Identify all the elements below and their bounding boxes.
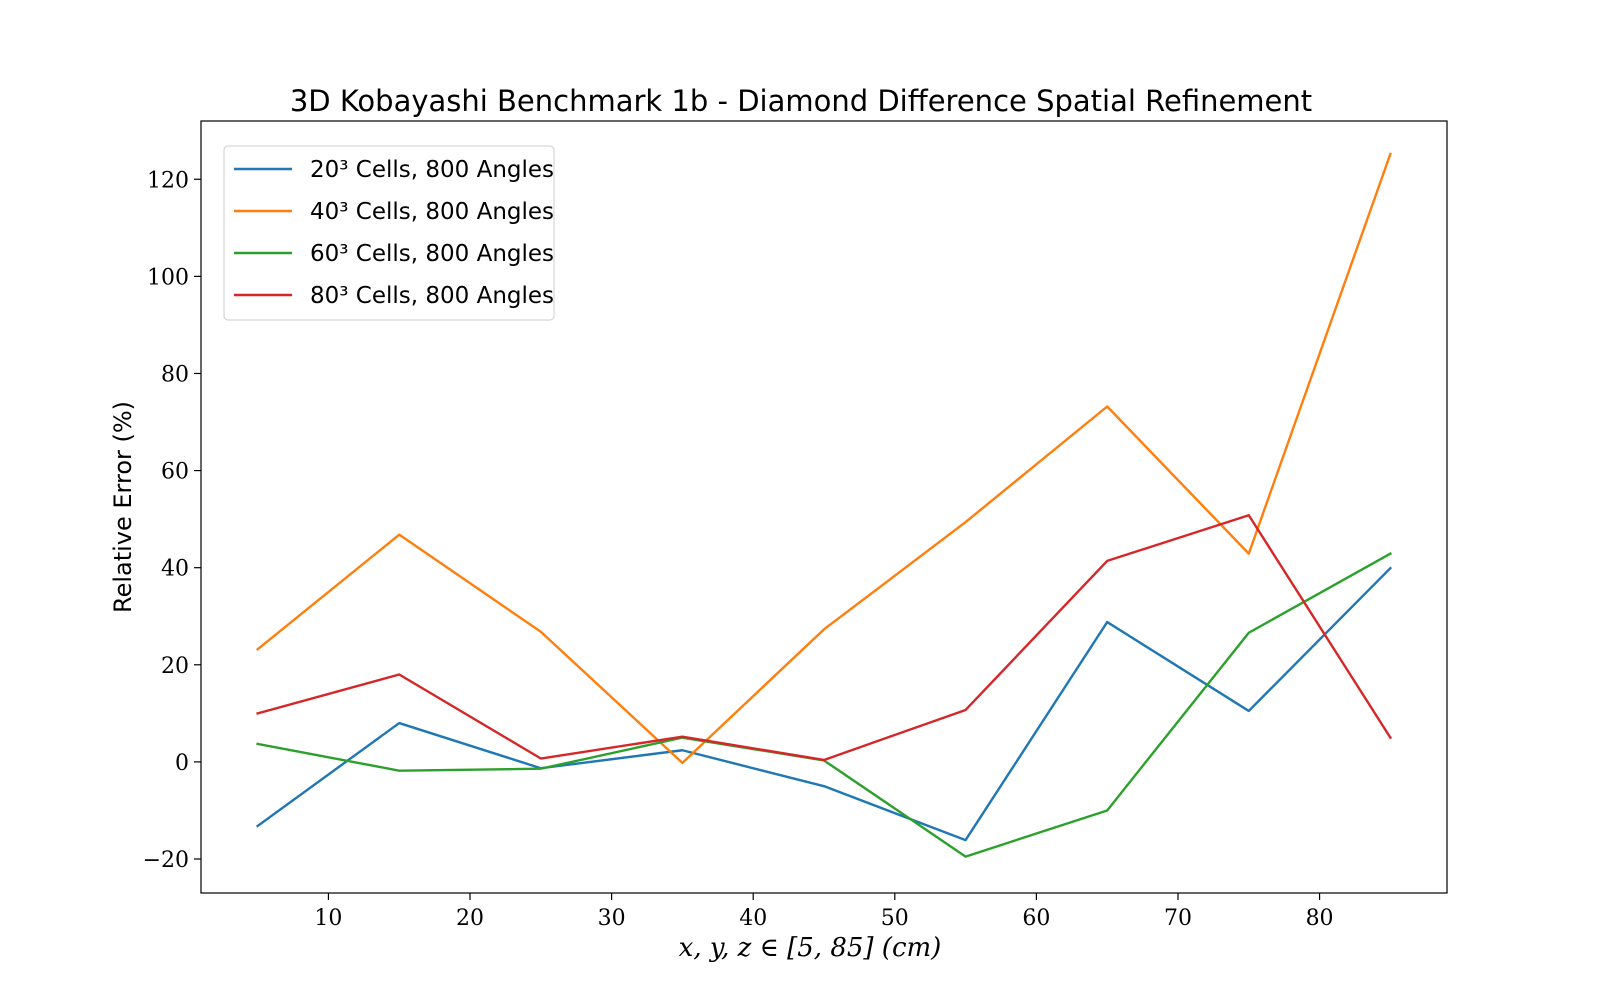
x-tick-label: 60 — [1022, 906, 1050, 931]
x-tick-label: 50 — [881, 906, 909, 931]
y-tick-label: 120 — [147, 168, 189, 193]
x-tick-label: 30 — [598, 906, 626, 931]
y-tick-label: 100 — [147, 265, 189, 290]
legend-entry-3: 60³ Cells, 800 Angles — [310, 241, 554, 267]
plot-frame — [200, 120, 1448, 894]
y-axis: −20 0 20 40 60 80 100 120 — [143, 168, 201, 873]
y-tick-label: 20 — [161, 654, 189, 679]
y-tick-label: 0 — [175, 751, 189, 776]
x-tick-label: 70 — [1164, 906, 1192, 931]
legend-entry-4: 80³ Cells, 800 Angles — [310, 283, 554, 309]
legend-entry-1: 20³ Cells, 800 Angles — [310, 157, 554, 183]
series-line-4 — [256, 514, 1393, 762]
y-axis-label: Relative Error (%) — [109, 401, 137, 613]
legend-frame — [223, 145, 555, 321]
x-tick-label: 80 — [1306, 906, 1334, 931]
x-tick-label: 20 — [456, 906, 484, 931]
y-tick-label: −20 — [143, 848, 189, 873]
x-tick-label: 10 — [314, 906, 342, 931]
plot-area — [200, 120, 1448, 894]
series-layer — [255, 152, 1393, 858]
chart-title: 3D Kobayashi Benchmark 1b - Diamond Diff… — [290, 84, 1312, 118]
series-line-2 — [255, 152, 1392, 765]
legend: 20³ Cells, 800 Angles 40³ Cells, 800 Angl… — [223, 145, 555, 321]
y-tick-label: 40 — [161, 557, 189, 582]
series-line-3 — [256, 551, 1392, 858]
y-tick-label: 60 — [161, 460, 189, 485]
legend-entry-2: 40³ Cells, 800 Angles — [310, 199, 554, 225]
y-tick-label: 80 — [161, 362, 189, 387]
x-axis-label: x, y, z ∈ [5, 85] (cm) — [679, 933, 942, 963]
series-line-1 — [255, 566, 1393, 842]
x-axis: 10 20 30 40 50 60 70 80 — [314, 893, 1334, 931]
x-tick-label: 40 — [739, 906, 767, 931]
